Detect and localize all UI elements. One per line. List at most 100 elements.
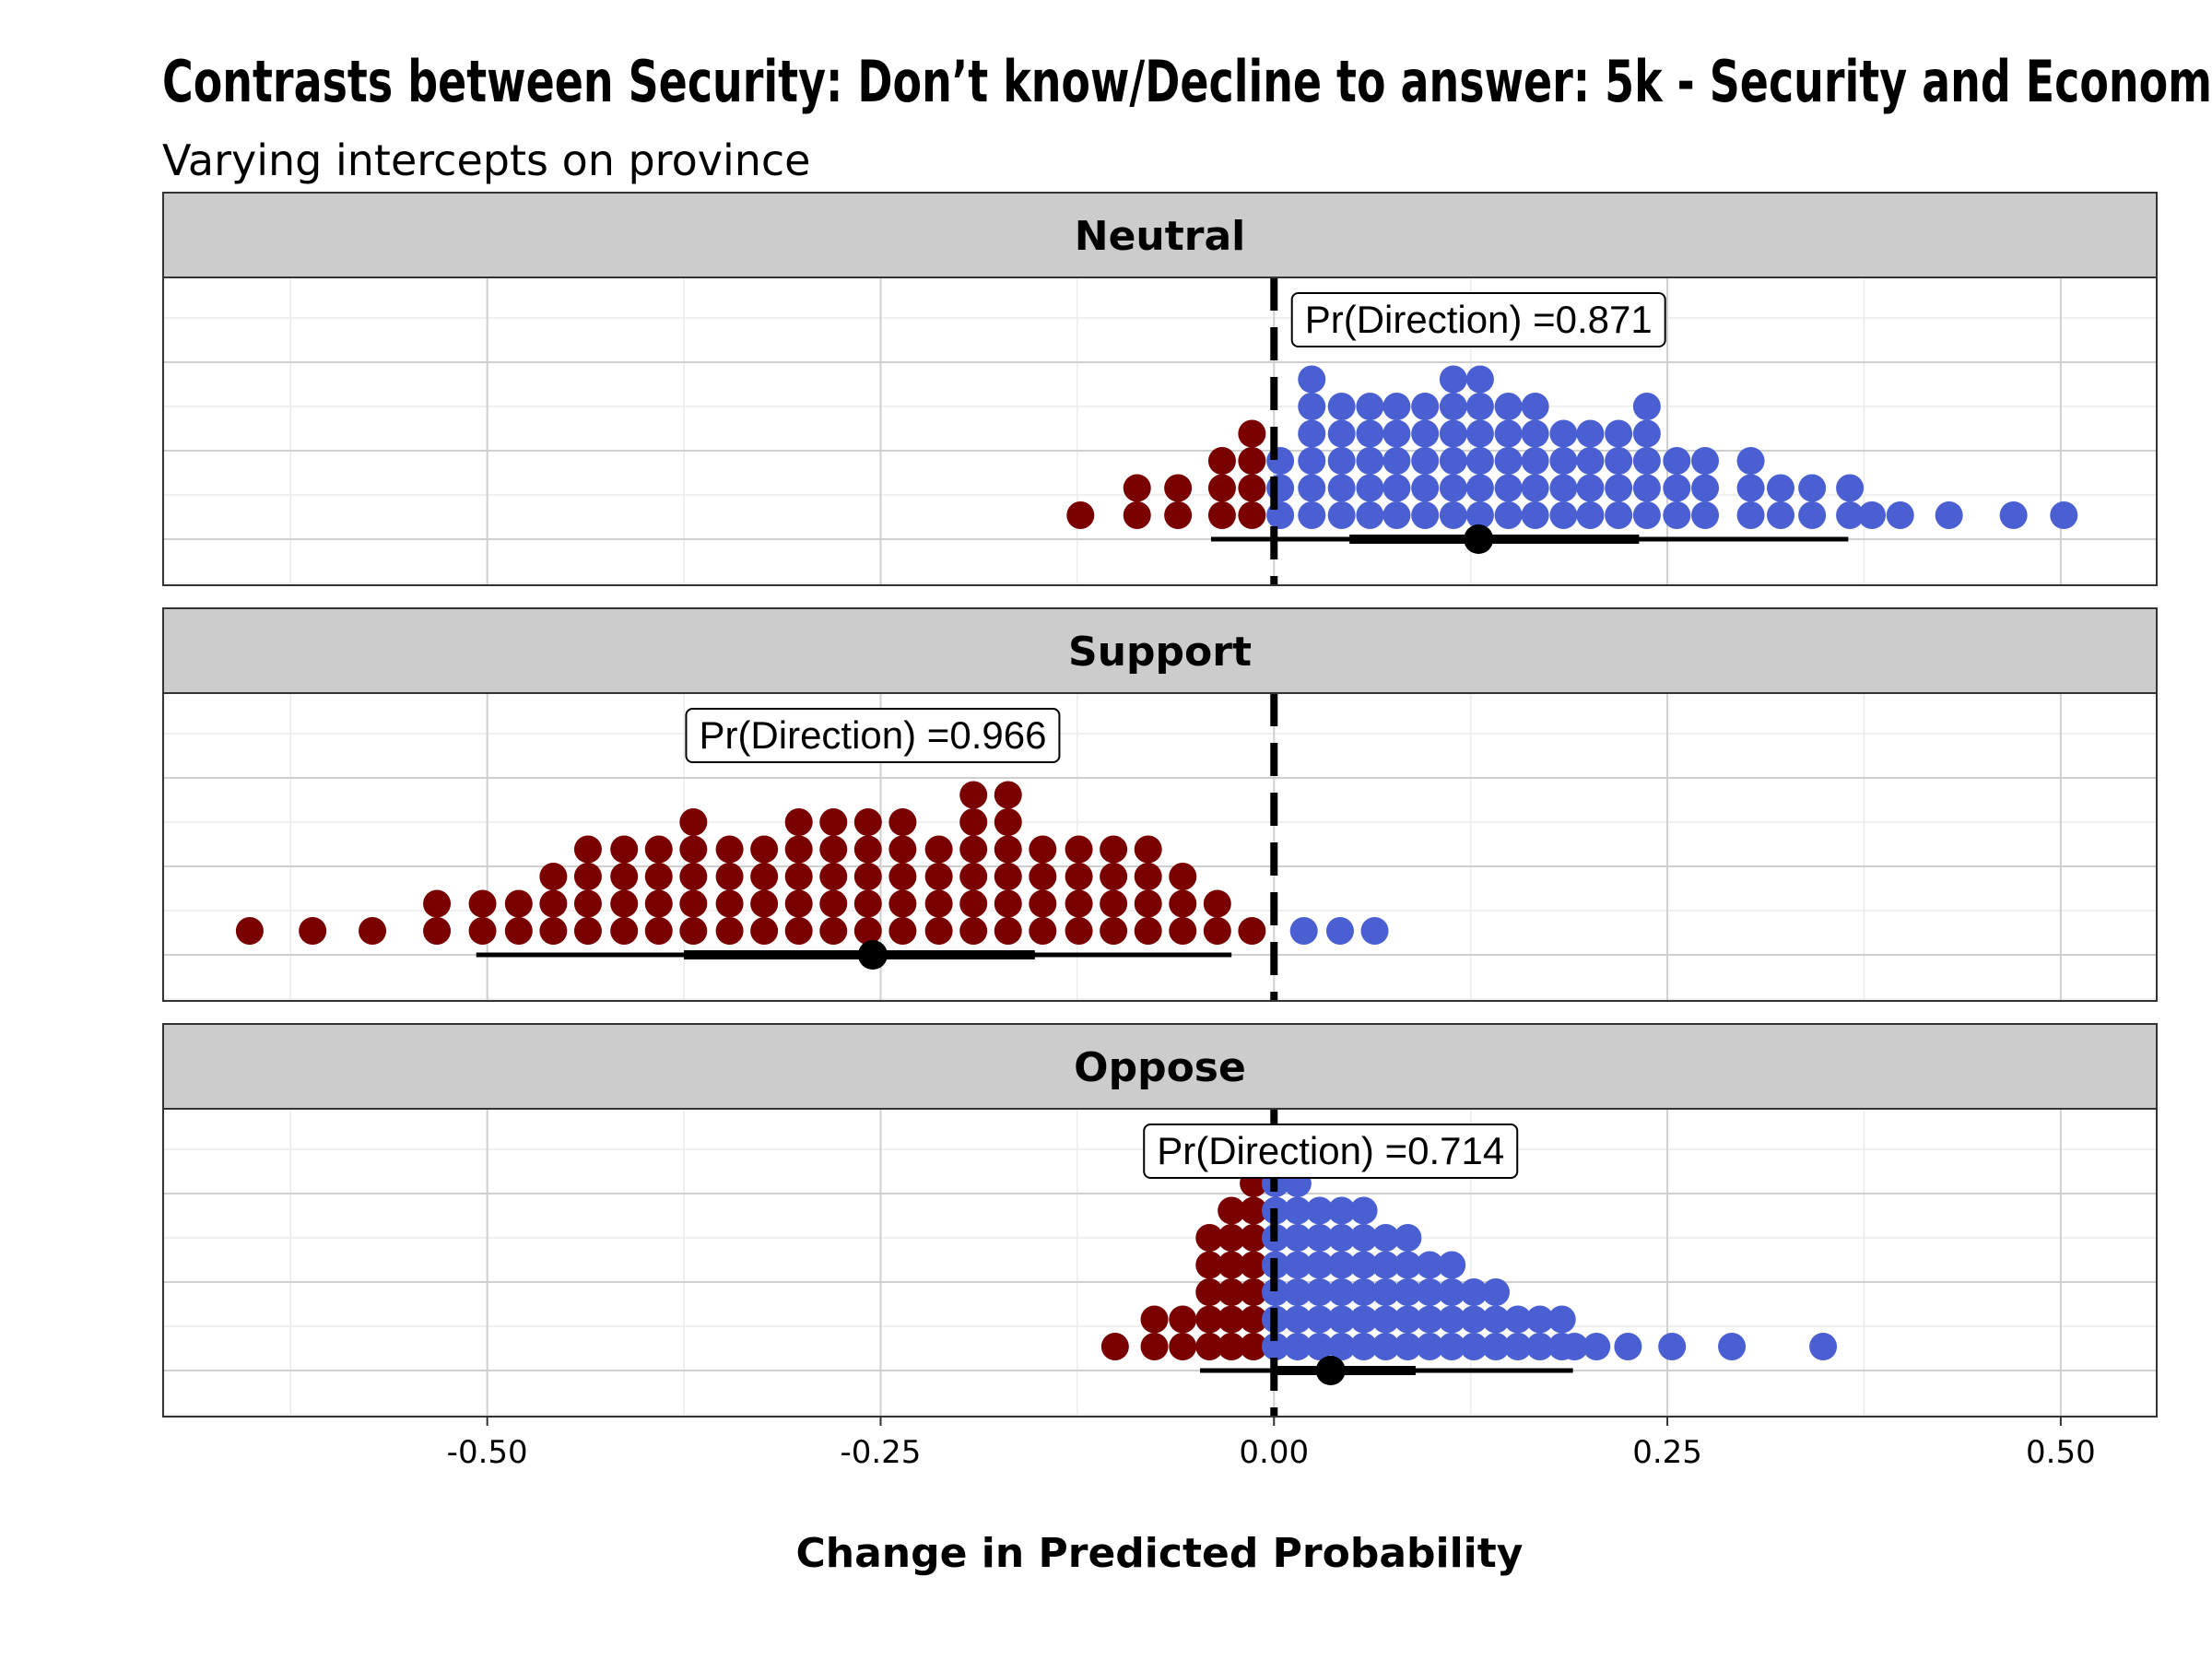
data-dot xyxy=(539,863,568,890)
data-dot xyxy=(1283,1333,1312,1360)
data-dot xyxy=(1218,1333,1246,1360)
data-dot xyxy=(1798,501,1827,529)
data-dot xyxy=(1632,393,1661,420)
data-dot xyxy=(1663,447,1691,475)
data-dot xyxy=(784,808,813,836)
data-dot xyxy=(1298,393,1326,420)
data-dot xyxy=(1394,1224,1422,1252)
data-dot xyxy=(1525,1333,1554,1360)
data-dot xyxy=(1999,501,2028,529)
data-dot xyxy=(1658,1333,1687,1360)
data-dot xyxy=(1298,365,1326,394)
data-dot xyxy=(1605,474,1633,502)
x-axis: -0.50 -0.25 0.00 0.25 0.50 xyxy=(447,1417,2096,1471)
data-dot xyxy=(1809,1333,1838,1360)
data-dot xyxy=(1465,419,1494,448)
data-dot xyxy=(1240,1196,1268,1225)
data-dot xyxy=(819,863,848,890)
data-dot xyxy=(679,917,708,945)
data-dot xyxy=(1547,1305,1576,1334)
data-dot xyxy=(573,835,602,864)
data-dot xyxy=(750,917,779,945)
data-dot xyxy=(784,917,813,945)
data-dot xyxy=(1305,1333,1334,1360)
data-dot xyxy=(1736,447,1765,475)
data-dot xyxy=(1632,501,1661,529)
data-dot xyxy=(1134,835,1162,864)
data-dot xyxy=(423,889,452,918)
data-dot xyxy=(1494,447,1523,475)
data-dot xyxy=(1438,1251,1466,1279)
data-dot xyxy=(994,917,1022,945)
data-dot xyxy=(1327,1333,1356,1360)
data-dot xyxy=(1356,419,1384,448)
data-dot xyxy=(539,889,568,918)
data-dot xyxy=(1382,501,1411,529)
data-dot xyxy=(1858,501,1886,529)
data-dot xyxy=(1411,501,1440,529)
data-dot xyxy=(959,917,988,945)
data-dot xyxy=(1065,863,1093,890)
data-dot xyxy=(1521,501,1549,529)
data-dot xyxy=(1349,1196,1378,1225)
data-dot xyxy=(1356,393,1384,420)
data-dot xyxy=(1549,419,1578,448)
data-dot xyxy=(1549,474,1578,502)
data-dot xyxy=(1836,501,1865,529)
data-dot xyxy=(994,781,1022,809)
data-dot xyxy=(1169,1305,1197,1334)
data-dot xyxy=(1411,474,1440,502)
data-dot xyxy=(1134,917,1162,945)
data-dot xyxy=(750,889,779,918)
data-dot xyxy=(1203,917,1231,945)
data-dot xyxy=(1411,419,1440,448)
data-dot xyxy=(1218,1251,1246,1279)
data-dot xyxy=(959,781,988,809)
data-dot xyxy=(1325,917,1354,945)
data-dot xyxy=(1632,474,1661,502)
data-dot xyxy=(784,863,813,890)
data-dot xyxy=(1382,393,1411,420)
facet-strip-label: Neutral xyxy=(1075,213,1246,260)
data-dot xyxy=(1576,501,1605,529)
data-dot xyxy=(1207,447,1236,475)
data-dot xyxy=(1836,474,1865,502)
data-dot xyxy=(1100,889,1128,918)
data-dot xyxy=(1283,1196,1312,1225)
dot-stack-group xyxy=(1066,365,2078,529)
direction-label-box xyxy=(685,708,1061,763)
data-dot xyxy=(1100,863,1128,890)
data-dot xyxy=(1935,501,1963,529)
data-dot xyxy=(888,917,917,945)
data-dot xyxy=(610,863,639,890)
data-dot xyxy=(1261,1278,1289,1306)
data-dot xyxy=(1305,1305,1334,1334)
data-dot xyxy=(1439,393,1467,420)
data-dot xyxy=(1207,474,1236,502)
direction-label-box xyxy=(1290,292,1666,347)
data-dot xyxy=(1240,1333,1268,1360)
data-dot xyxy=(1394,1333,1422,1360)
data-dot xyxy=(1283,1305,1312,1334)
data-dot xyxy=(1460,1305,1488,1334)
data-dot xyxy=(1736,474,1765,502)
data-dot xyxy=(853,917,882,945)
data-dot xyxy=(1439,474,1467,502)
data-dot xyxy=(573,889,602,918)
data-dot xyxy=(1100,835,1128,864)
data-dot xyxy=(679,835,708,864)
data-dot xyxy=(1261,1333,1289,1360)
data-dot xyxy=(1289,917,1318,945)
panel-oppose: Pr(Direction) =0.714 Oppose xyxy=(162,1023,2158,1418)
data-dot xyxy=(1100,1333,1129,1360)
data-dot xyxy=(1283,1224,1312,1252)
data-dot xyxy=(1169,1333,1197,1360)
data-dot xyxy=(1283,1251,1312,1279)
facet-strip xyxy=(162,1023,2158,1110)
data-dot xyxy=(750,835,779,864)
data-dot xyxy=(1327,474,1356,502)
data-dot xyxy=(1356,447,1384,475)
data-dot xyxy=(1576,419,1605,448)
direction-label-box xyxy=(1143,1124,1519,1179)
data-dot xyxy=(1494,474,1523,502)
